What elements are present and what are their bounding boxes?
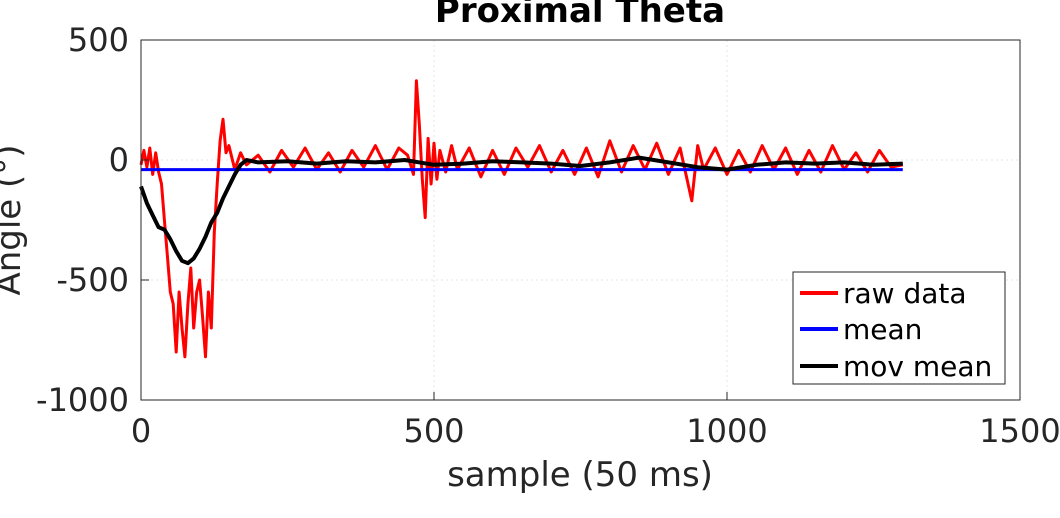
x-tick-label: 1000: [686, 412, 767, 450]
x-tick-label: 500: [403, 412, 464, 450]
series-line-mov-mean: [139, 155, 903, 266]
x-tick-label: 0: [131, 412, 151, 450]
legend-label-mov-mean: mov mean: [843, 350, 992, 383]
y-tick-label: 500: [68, 21, 129, 59]
axis-ticks: 0 500 1000 1500 -1000 -500 0 500: [36, 21, 1060, 450]
y-tick-label: -1000: [36, 381, 129, 419]
y-axis-label: Angle (°): [0, 144, 29, 295]
plot-frame: [140, 39, 1021, 401]
legend: raw data mean mov mean: [792, 271, 1006, 385]
chart-title: Proximal Theta: [435, 0, 725, 31]
series-line-raw-data: [139, 79, 904, 359]
y-tick-label: 0: [109, 141, 129, 179]
series-layer: [139, 79, 904, 359]
y-tick-label: -500: [56, 261, 129, 299]
legend-label-mean: mean: [843, 313, 922, 346]
x-axis-label: sample (50 ms): [447, 455, 713, 495]
x-tick-label: 1500: [979, 412, 1060, 450]
legend-label-raw-data: raw data: [843, 277, 967, 310]
